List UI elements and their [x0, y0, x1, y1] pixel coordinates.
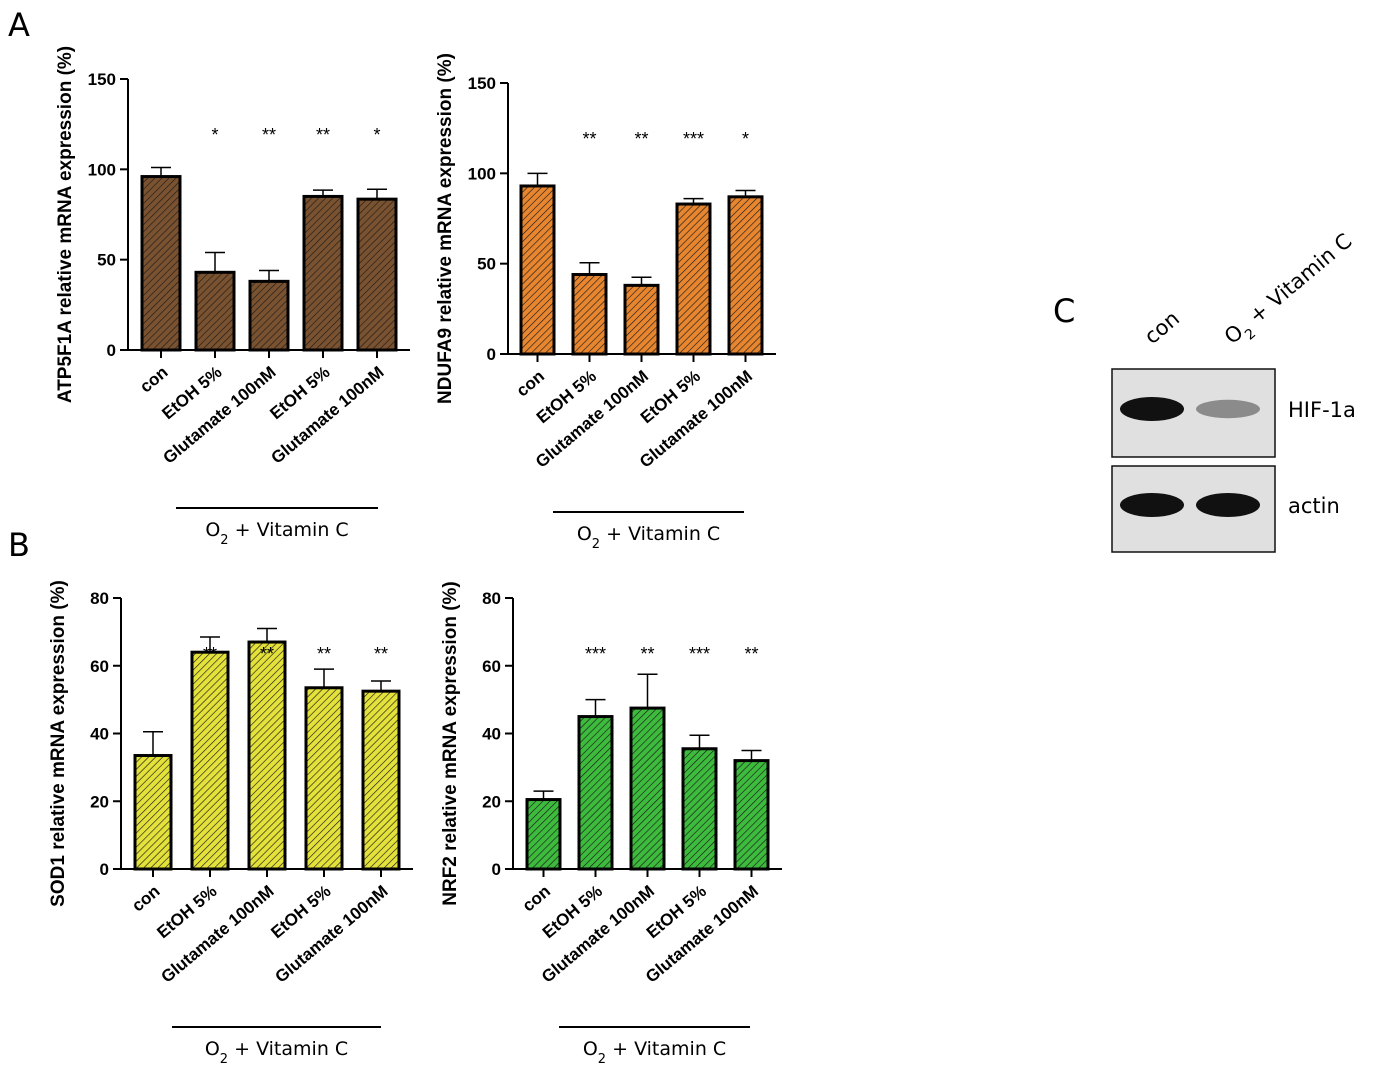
y-tick-label: 0: [100, 860, 109, 879]
bar: [361, 689, 401, 871]
y-tick-label: 150: [88, 70, 116, 89]
bar: [140, 175, 182, 352]
bar: [519, 184, 556, 356]
y-axis-label: SOD1 relative mRNA expression (%): [48, 580, 69, 907]
blot-band: [1196, 493, 1260, 517]
blot-col-treatment: O2 + Vitamin C: [1220, 229, 1361, 354]
y-tick-label: 80: [482, 589, 501, 608]
significance-label: **: [260, 644, 274, 664]
significance-label: ***: [683, 129, 704, 149]
bar: [733, 759, 770, 871]
significance-label: **: [744, 644, 758, 664]
bar: [681, 747, 718, 871]
category-label: con: [519, 882, 554, 916]
bar: [302, 194, 344, 352]
bar: [571, 273, 608, 356]
significance-label: *: [742, 129, 749, 149]
group-label: O2 + Vitamin C: [205, 1038, 348, 1067]
y-axis-label: ATP5F1A relative mRNA expression (%): [55, 46, 76, 403]
y-tick-label: 20: [90, 792, 109, 811]
significance-label: **: [262, 125, 276, 145]
blot-row-label: HIF-1a: [1288, 398, 1356, 422]
category-label: con: [128, 882, 163, 916]
sod1-chart: 0 20 40 60 80 SOD1 relative mRNA expression (…: [48, 580, 413, 1067]
y-tick-label: 0: [492, 860, 501, 879]
y-tick-label: 40: [482, 725, 501, 744]
y-tick-label: 60: [482, 657, 501, 676]
atp5f1a-chart: 0 50 100 150 ATP5F1A relative mRNA expressio…: [55, 46, 410, 548]
category-label: con: [513, 367, 548, 401]
significance-label: **: [374, 644, 388, 664]
y-tick-label: 0: [487, 345, 496, 364]
group-label: O2 + Vitamin C: [577, 523, 720, 552]
y-tick-label: 150: [468, 74, 496, 93]
y-tick-label: 20: [482, 792, 501, 811]
y-axis-label: NRF2 relative mRNA expression (%): [440, 581, 461, 906]
y-tick-label: 100: [468, 164, 496, 183]
bar: [356, 197, 398, 352]
significance-label: **: [317, 644, 331, 664]
y-tick-label: 50: [97, 251, 116, 270]
y-axis-label: NDUFA9 relative mRNA expression (%): [435, 53, 456, 404]
y-tick-label: 60: [90, 657, 109, 676]
bar: [248, 279, 290, 352]
bar: [577, 715, 614, 871]
bar: [190, 650, 230, 871]
significance-label: **: [316, 125, 330, 145]
bar: [675, 202, 712, 356]
bar: [727, 195, 764, 356]
western-blot: con O2 + Vitamin C HIF-1a actin: [1111, 229, 1361, 553]
panel-label-c: C: [1053, 292, 1075, 330]
category-label: con: [136, 363, 171, 397]
significance-label: ***: [585, 644, 606, 664]
significance-label: *: [373, 125, 380, 145]
significance-label: **: [634, 129, 648, 149]
bar: [623, 283, 660, 356]
y-tick-label: 80: [90, 589, 109, 608]
significance-label: ***: [689, 644, 710, 664]
y-tick-label: 0: [107, 341, 116, 360]
panel-label-a: A: [8, 6, 30, 44]
y-tick-label: 50: [477, 255, 496, 274]
group-label: O2 + Vitamin C: [583, 1038, 726, 1067]
bar: [525, 798, 562, 871]
bar: [194, 270, 236, 352]
panel-label-b: B: [8, 526, 30, 564]
bar: [247, 640, 287, 871]
nrf2-chart: 0 20 40 60 80 NRF2 relative mRNA expression (…: [440, 581, 782, 1067]
blot-col-con: con: [1140, 306, 1184, 349]
significance-label: *: [211, 125, 218, 145]
blot-row-label: actin: [1288, 494, 1340, 518]
bar: [133, 754, 173, 871]
bar: [629, 706, 666, 871]
blot-band: [1120, 493, 1184, 517]
bar: [304, 686, 344, 871]
blot-band: [1120, 397, 1184, 421]
blot-band: [1196, 399, 1260, 419]
significance-label: **: [640, 644, 654, 664]
y-tick-label: 100: [88, 160, 116, 179]
ndufa9-chart: 0 50 100 150 NDUFA9 relative mRNA expression…: [435, 53, 776, 552]
significance-label: **: [203, 644, 217, 664]
y-tick-label: 40: [90, 725, 109, 744]
group-label: O2 + Vitamin C: [205, 519, 348, 548]
significance-label: **: [582, 129, 596, 149]
